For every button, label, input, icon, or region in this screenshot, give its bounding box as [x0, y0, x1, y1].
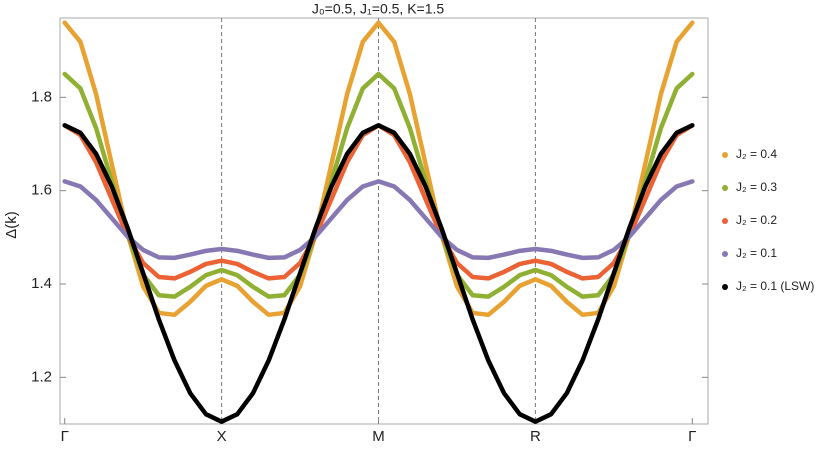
legend-label: J₂ = 0.1 (LSW)	[736, 279, 814, 293]
series-line	[62, 179, 695, 261]
chart-title: J₀=0.5, J₁=0.5, K=1.5	[312, 1, 445, 17]
legend-label: J₂ = 0.1	[736, 246, 777, 260]
x-tick-label: X	[217, 428, 227, 445]
legend-marker	[722, 218, 728, 224]
legend-label: J₂ = 0.3	[736, 180, 777, 194]
y-axis-label: Δ(k)	[3, 211, 20, 239]
x-tick-label: Γ	[61, 428, 69, 445]
series-line	[62, 71, 695, 299]
y-tick-label: 1.4	[31, 275, 52, 292]
legend-marker	[722, 185, 728, 191]
plot-frame	[59, 17, 709, 425]
y-tick-label: 1.6	[31, 182, 52, 199]
legend-marker	[722, 152, 728, 158]
y-tick-label: 1.8	[31, 88, 52, 105]
legend-label: J₂ = 0.2	[736, 213, 777, 227]
x-tick-label: M	[372, 428, 385, 445]
y-tick-label: 1.2	[31, 368, 52, 385]
x-tick-label: Γ	[688, 428, 696, 445]
series-line	[62, 20, 695, 318]
x-tick-label: R	[530, 428, 541, 445]
legend-marker	[722, 284, 728, 290]
legend-marker	[722, 251, 728, 257]
series-line	[62, 123, 695, 424]
legend-label: J₂ = 0.4	[736, 147, 777, 161]
